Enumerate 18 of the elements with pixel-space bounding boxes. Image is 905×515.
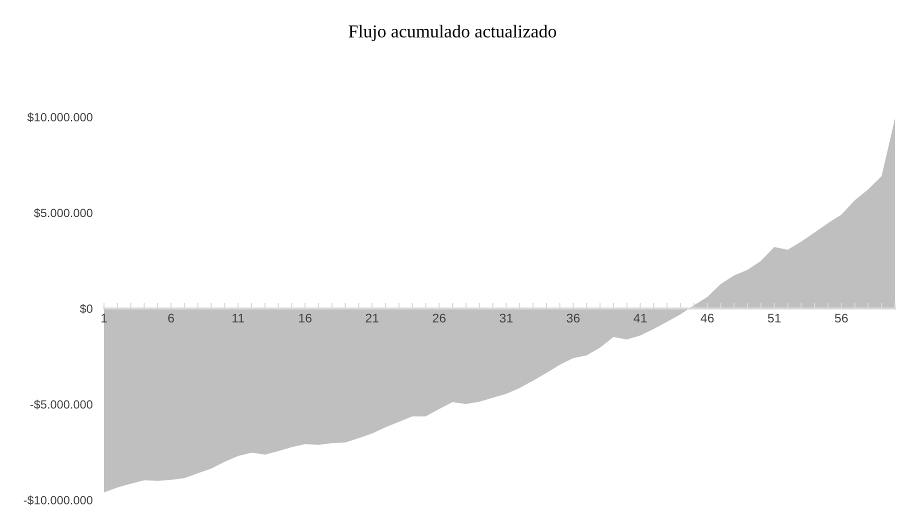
x-tick-label: 11 (232, 314, 244, 322)
x-tick-label: 1 (101, 314, 107, 322)
y-tick-label: $5.000.000 (34, 208, 92, 218)
x-tick-label: 16 (299, 314, 312, 323)
x-tick-label: 21 (366, 314, 378, 322)
x-tick-label: 31 (500, 314, 513, 323)
y-tick-label: $0 (80, 304, 92, 314)
x-tick-label: 6 (168, 314, 174, 323)
x-tick-label: 26 (432, 314, 446, 323)
y-tick-label: -$10.000.000 (24, 496, 92, 506)
y-tick-label: -$5.000.000 (30, 400, 92, 410)
x-tick-label: 51 (768, 314, 781, 323)
chart-title: Flujo acumulado actualizado (348, 24, 556, 42)
x-tick-label: 46 (700, 314, 714, 323)
x-tick-label: 36 (566, 314, 580, 323)
x-tick-label: 41 (634, 314, 647, 322)
x-tick-label: 56 (834, 314, 848, 323)
y-tick-label: $10.000.000 (27, 112, 92, 122)
